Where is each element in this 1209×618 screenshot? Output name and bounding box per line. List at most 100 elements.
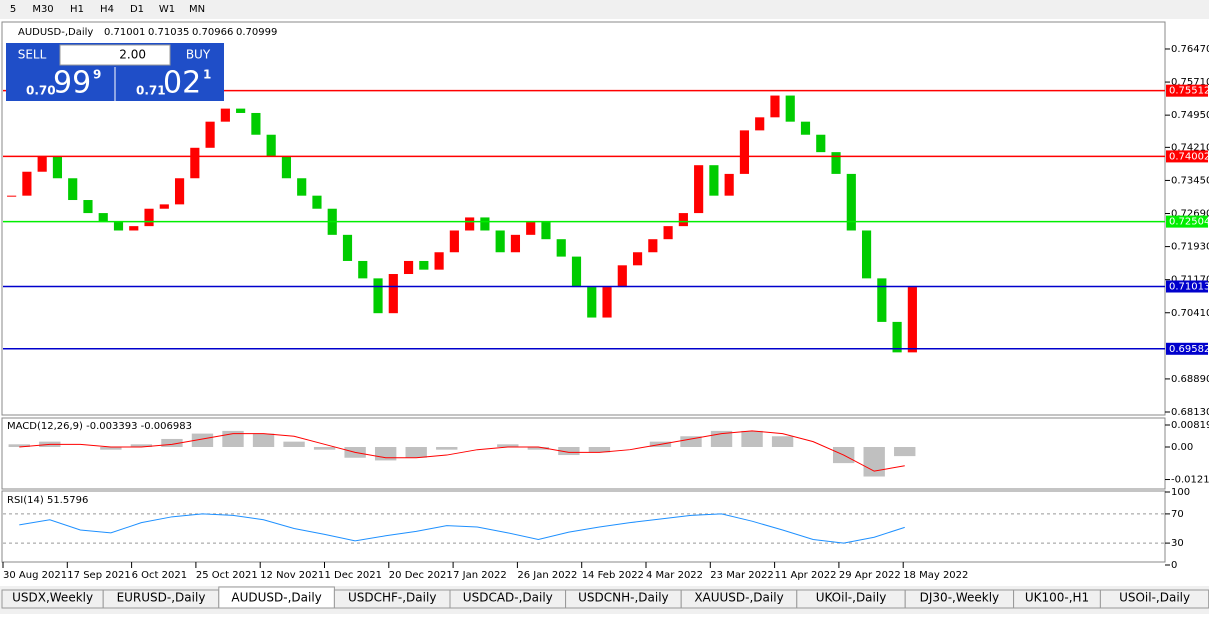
y-tick-label: 0.00 (1171, 442, 1193, 453)
candle (175, 178, 184, 204)
candle (251, 113, 260, 135)
x-tick-label: 6 Oct 2021 (132, 570, 187, 581)
lot-input[interactable]: 2.00 (119, 48, 146, 62)
candle (7, 196, 16, 197)
x-tick-label: 7 Jan 2022 (453, 570, 507, 581)
y-tick-label: 0.76470 (1171, 44, 1209, 55)
tab-label[interactable]: EURUSD-,Daily (117, 591, 206, 605)
candle (664, 226, 673, 239)
ask-big: 0.71 (136, 84, 166, 98)
candle (679, 213, 688, 226)
candle (206, 122, 215, 148)
x-tick-label: 25 Oct 2021 (196, 570, 258, 581)
tab-label[interactable]: USDCNH-,Daily (578, 591, 669, 605)
candle (648, 239, 657, 252)
candle (144, 209, 153, 226)
tab-label[interactable]: USDX,Weekly (12, 591, 93, 605)
y-tick-label: 0.68890 (1171, 374, 1209, 385)
level-label: 0.72504 (1169, 217, 1209, 228)
trade-panel: SELL 2.00 BUY 0.70 99 9 0.71 02 1 (6, 43, 224, 101)
chart-title: AUDUSD-,Daily (18, 27, 93, 38)
y-tick-label: -0.012121 (1171, 475, 1209, 486)
tab-label[interactable]: AUDUSD-,Daily (231, 591, 321, 605)
timeframe-button[interactable]: MN (189, 4, 205, 15)
timeframe-button[interactable]: W1 (159, 4, 175, 15)
x-tick-label: 11 Apr 2022 (775, 570, 837, 581)
candle (83, 200, 92, 213)
candle (358, 261, 367, 278)
y-tick-label: 100 (1171, 487, 1190, 498)
candle (496, 230, 505, 252)
timeframe-button[interactable]: H4 (100, 4, 114, 15)
tab-label[interactable]: USDCHF-,Daily (348, 591, 436, 605)
macd-bar (375, 447, 396, 460)
candle (602, 287, 611, 317)
macd-bar (894, 447, 915, 456)
candle (53, 156, 62, 178)
macd-bar (314, 447, 335, 450)
bid-pips: 99 (53, 66, 91, 101)
candle (618, 265, 627, 287)
tab-label[interactable]: DJ30-,Weekly (920, 591, 1000, 605)
ask-frac: 1 (203, 68, 211, 82)
tab-label[interactable]: UKOil-,Daily (816, 591, 887, 605)
candle (267, 135, 276, 157)
x-tick-label: 4 Mar 2022 (646, 570, 703, 581)
candle (282, 156, 291, 178)
buy-button[interactable]: BUY (186, 48, 211, 62)
candle (725, 174, 734, 196)
x-tick-label: 20 Dec 2021 (389, 570, 453, 581)
macd-bar (406, 447, 427, 458)
candle (786, 96, 795, 122)
candle (373, 278, 382, 313)
candle (908, 287, 917, 352)
level-label: 0.69582 (1169, 344, 1209, 355)
y-tick-label: 0 (1171, 560, 1177, 571)
y-tick-label: 0.70410 (1171, 308, 1209, 319)
indicator-title: RSI(14) 51.5796 (7, 495, 88, 506)
x-tick-label: 1 Dec 2021 (325, 570, 383, 581)
candle (541, 222, 550, 239)
candle (801, 122, 810, 135)
candle (419, 261, 428, 270)
timeframe-button[interactable]: M30 (32, 4, 53, 15)
level-label: 0.71013 (1169, 282, 1209, 293)
y-tick-label: 0.73450 (1171, 175, 1209, 186)
y-tick-label: 30 (1171, 538, 1184, 549)
candle (480, 217, 489, 230)
candle (511, 235, 520, 252)
y-tick-label: 0.008197 (1171, 420, 1209, 431)
tab-label[interactable]: XAUUSD-,Daily (694, 591, 783, 605)
candle (236, 109, 245, 113)
candle (893, 322, 902, 352)
timeframe-button[interactable]: 5 (10, 4, 16, 15)
tab-label[interactable]: USDCAD-,Daily (463, 591, 553, 605)
quote: 0.70966 (192, 27, 233, 38)
tab-label[interactable]: USOil-,Daily (1119, 591, 1190, 605)
x-tick-label: 30 Aug 2021 (3, 570, 67, 581)
candle (22, 172, 31, 196)
timeframe-button[interactable]: D1 (130, 4, 144, 15)
rsi-panel (2, 491, 1165, 562)
candle (221, 109, 230, 122)
candle (160, 204, 169, 208)
sell-button[interactable]: SELL (18, 48, 47, 62)
macd-bar (283, 442, 304, 447)
candle (190, 148, 199, 178)
candle (862, 230, 871, 278)
x-tick-label: 17 Sep 2021 (67, 570, 130, 581)
bid-big: 0.70 (26, 84, 56, 98)
candle (450, 230, 459, 252)
timeframe-button[interactable]: H1 (70, 4, 84, 15)
candle (129, 226, 138, 230)
x-tick-label: 18 May 2022 (903, 570, 968, 581)
y-tick-label: 70 (1171, 509, 1184, 520)
macd-bar (436, 447, 457, 450)
candle (633, 252, 642, 265)
candle (114, 222, 123, 231)
tab-label[interactable]: UK100-,H1 (1025, 591, 1089, 605)
candle (557, 239, 566, 256)
macd-bar (772, 436, 793, 447)
candle (587, 287, 596, 317)
